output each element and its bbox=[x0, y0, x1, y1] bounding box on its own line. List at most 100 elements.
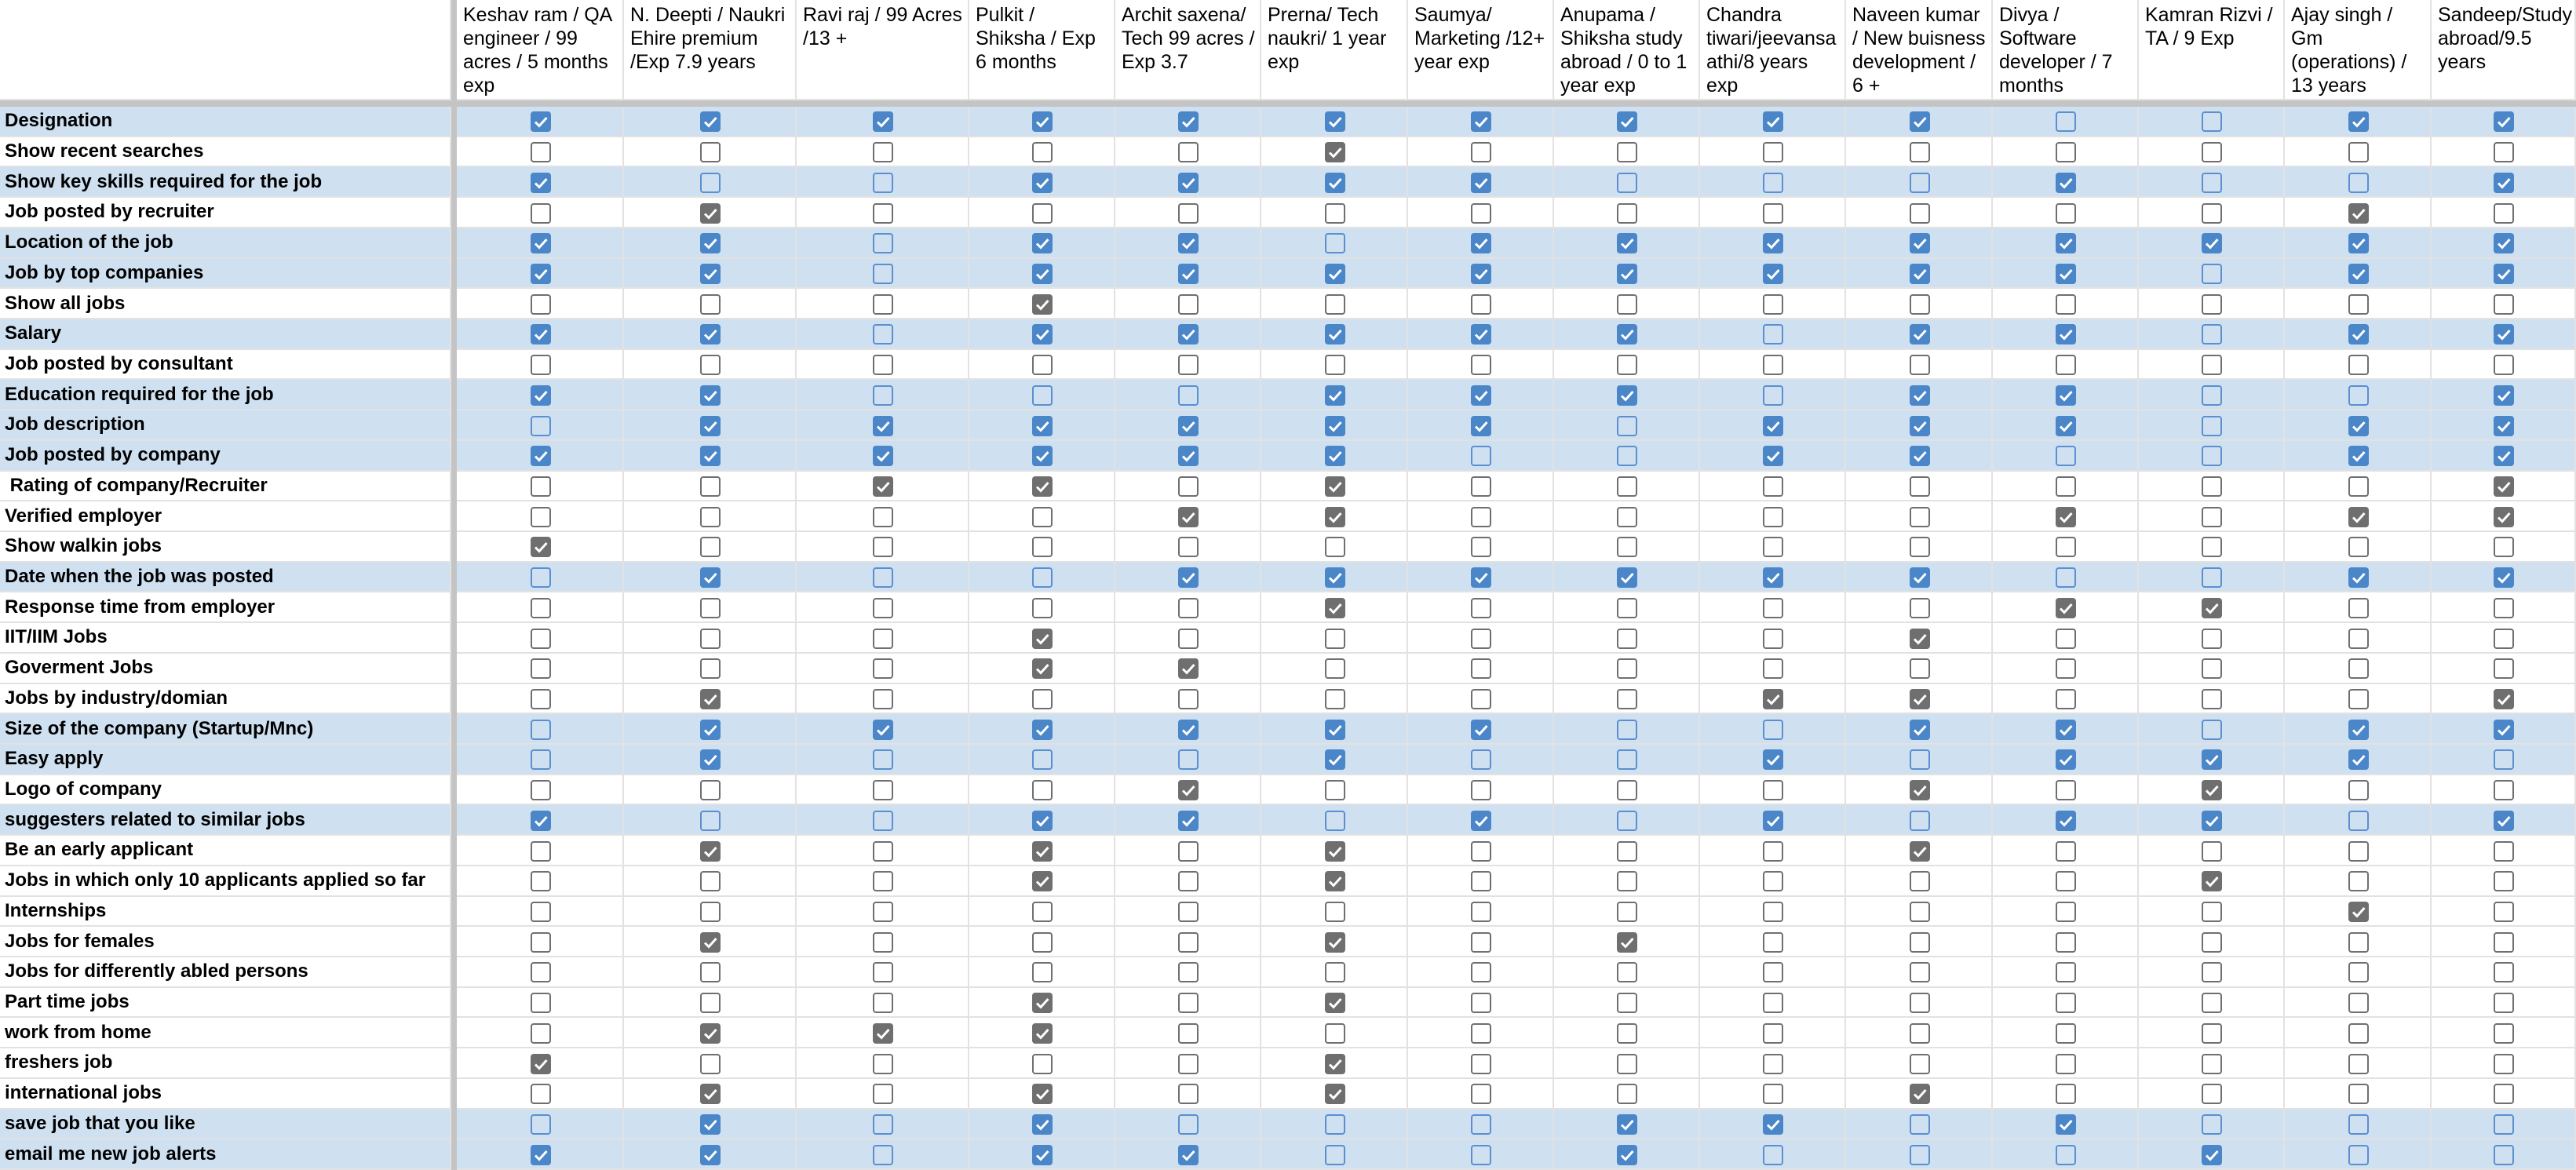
checkbox[interactable] bbox=[1324, 324, 1345, 345]
checkbox[interactable] bbox=[2202, 446, 2222, 467]
checkbox[interactable] bbox=[2494, 628, 2514, 649]
checkbox[interactable] bbox=[1763, 355, 1783, 376]
checkbox[interactable] bbox=[1032, 111, 1053, 133]
checkbox[interactable] bbox=[873, 1053, 893, 1074]
checkbox[interactable] bbox=[2494, 810, 2514, 831]
checkbox[interactable] bbox=[700, 142, 721, 163]
checkbox[interactable] bbox=[1617, 537, 1637, 558]
checkbox[interactable] bbox=[2056, 1022, 2076, 1044]
checkbox[interactable] bbox=[530, 355, 551, 376]
checkbox[interactable] bbox=[1324, 840, 1345, 862]
checkbox[interactable] bbox=[1471, 111, 1491, 133]
checkbox[interactable] bbox=[530, 111, 551, 133]
checkbox[interactable] bbox=[1032, 446, 1053, 467]
checkbox[interactable] bbox=[1178, 871, 1199, 892]
checkbox[interactable] bbox=[1617, 142, 1637, 163]
checkbox[interactable] bbox=[2202, 567, 2222, 589]
checkbox[interactable] bbox=[1324, 446, 1345, 467]
checkbox[interactable] bbox=[700, 1053, 721, 1074]
checkbox[interactable] bbox=[1617, 233, 1637, 254]
checkbox[interactable] bbox=[700, 597, 721, 618]
checkbox[interactable] bbox=[1471, 324, 1491, 345]
checkbox[interactable] bbox=[1471, 749, 1491, 771]
checkbox[interactable] bbox=[1909, 476, 1930, 497]
checkbox[interactable] bbox=[1178, 749, 1199, 771]
checkbox[interactable] bbox=[1178, 780, 1199, 801]
checkbox[interactable] bbox=[1909, 780, 1930, 801]
checkbox[interactable] bbox=[2056, 931, 2076, 953]
checkbox[interactable] bbox=[1471, 719, 1491, 740]
checkbox[interactable] bbox=[1471, 506, 1491, 527]
checkbox[interactable] bbox=[1178, 142, 1199, 163]
checkbox[interactable] bbox=[2494, 233, 2514, 254]
checkbox[interactable] bbox=[2202, 780, 2222, 801]
checkbox[interactable] bbox=[1324, 537, 1345, 558]
checkbox[interactable] bbox=[1471, 293, 1491, 315]
checkbox[interactable] bbox=[1032, 901, 1053, 922]
checkbox[interactable] bbox=[873, 719, 893, 740]
checkbox[interactable] bbox=[1032, 1114, 1053, 1135]
checkbox[interactable] bbox=[2494, 658, 2514, 680]
checkbox[interactable] bbox=[530, 537, 551, 558]
checkbox[interactable] bbox=[1763, 293, 1783, 315]
checkbox[interactable] bbox=[700, 1084, 721, 1105]
checkbox[interactable] bbox=[700, 780, 721, 801]
checkbox[interactable] bbox=[2056, 993, 2076, 1014]
checkbox[interactable] bbox=[2348, 567, 2369, 589]
checkbox[interactable] bbox=[1324, 780, 1345, 801]
checkbox[interactable] bbox=[1324, 749, 1345, 771]
checkbox[interactable] bbox=[2056, 476, 2076, 497]
checkbox[interactable] bbox=[2202, 1144, 2222, 1165]
checkbox[interactable] bbox=[1763, 688, 1783, 709]
checkbox[interactable] bbox=[530, 1114, 551, 1135]
checkbox[interactable] bbox=[2348, 202, 2369, 224]
checkbox[interactable] bbox=[1471, 567, 1491, 589]
checkbox[interactable] bbox=[1909, 719, 1930, 740]
checkbox[interactable] bbox=[700, 658, 721, 680]
checkbox[interactable] bbox=[1032, 567, 1053, 589]
checkbox[interactable] bbox=[2494, 993, 2514, 1014]
checkbox[interactable] bbox=[1471, 688, 1491, 709]
checkbox[interactable] bbox=[1178, 1114, 1199, 1135]
checkbox[interactable] bbox=[1324, 415, 1345, 436]
checkbox[interactable] bbox=[1178, 111, 1199, 133]
checkbox[interactable] bbox=[1178, 719, 1199, 740]
checkbox[interactable] bbox=[2056, 567, 2076, 589]
checkbox[interactable] bbox=[1909, 871, 1930, 892]
checkbox[interactable] bbox=[1763, 1022, 1783, 1044]
checkbox[interactable] bbox=[1032, 749, 1053, 771]
checkbox[interactable] bbox=[2056, 1144, 2076, 1165]
checkbox[interactable] bbox=[1324, 871, 1345, 892]
checkbox[interactable] bbox=[700, 202, 721, 224]
checkbox[interactable] bbox=[530, 658, 551, 680]
checkbox[interactable] bbox=[700, 385, 721, 406]
checkbox[interactable] bbox=[873, 962, 893, 983]
checkbox[interactable] bbox=[530, 749, 551, 771]
checkbox[interactable] bbox=[1617, 293, 1637, 315]
checkbox[interactable] bbox=[1763, 871, 1783, 892]
checkbox[interactable] bbox=[2348, 324, 2369, 345]
checkbox[interactable] bbox=[1032, 172, 1053, 193]
checkbox[interactable] bbox=[530, 142, 551, 163]
checkbox[interactable] bbox=[873, 476, 893, 497]
checkbox[interactable] bbox=[1909, 415, 1930, 436]
checkbox[interactable] bbox=[530, 202, 551, 224]
checkbox[interactable] bbox=[1909, 355, 1930, 376]
checkbox[interactable] bbox=[1178, 658, 1199, 680]
checkbox[interactable] bbox=[1178, 840, 1199, 862]
checkbox[interactable] bbox=[1178, 202, 1199, 224]
checkbox[interactable] bbox=[2202, 1022, 2222, 1044]
checkbox[interactable] bbox=[1763, 901, 1783, 922]
checkbox[interactable] bbox=[2494, 840, 2514, 862]
checkbox[interactable] bbox=[530, 719, 551, 740]
checkbox[interactable] bbox=[1471, 142, 1491, 163]
checkbox[interactable] bbox=[1909, 962, 1930, 983]
checkbox[interactable] bbox=[1032, 1084, 1053, 1105]
checkbox[interactable] bbox=[1324, 172, 1345, 193]
checkbox[interactable] bbox=[1471, 476, 1491, 497]
checkbox[interactable] bbox=[700, 324, 721, 345]
checkbox[interactable] bbox=[2494, 1053, 2514, 1074]
checkbox[interactable] bbox=[2494, 446, 2514, 467]
checkbox[interactable] bbox=[1178, 628, 1199, 649]
checkbox[interactable] bbox=[1471, 355, 1491, 376]
